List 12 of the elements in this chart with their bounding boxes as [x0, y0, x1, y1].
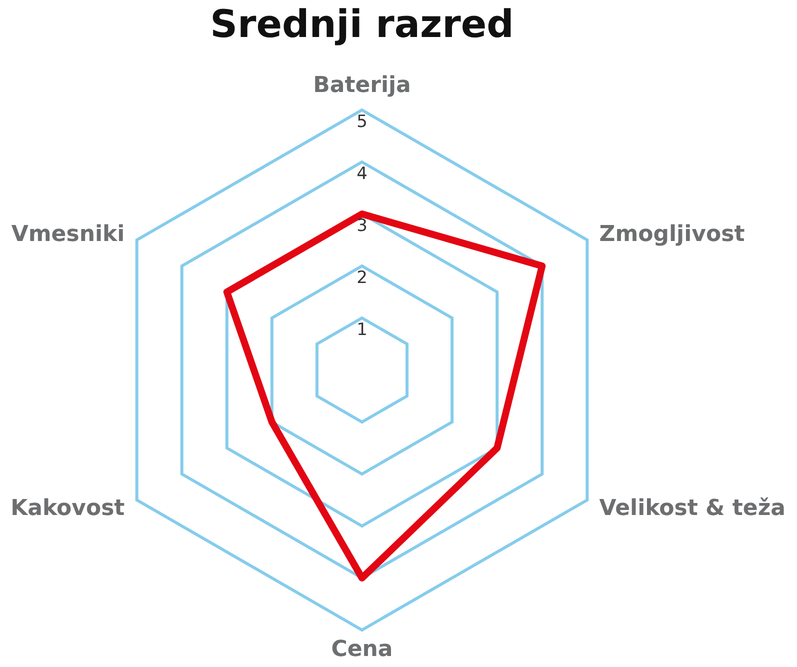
y-tick-label: 4	[356, 164, 368, 184]
spoke-label: Kakovost	[10, 496, 126, 521]
y-tick-label: 5	[356, 112, 368, 132]
spoke-label: Cena	[331, 637, 393, 662]
y-tick-label: 1	[356, 320, 368, 340]
spoke-label: Zmogljivost	[599, 222, 746, 247]
spoke-label: Velikost & teža	[599, 496, 786, 521]
spoke-label: Vmesniki	[11, 222, 125, 247]
y-tick-label: 2	[356, 268, 368, 288]
spoke-label: Baterija	[313, 73, 411, 98]
chart-title: Srednji razred	[209, 2, 515, 46]
y-tick-label: 3	[356, 216, 368, 236]
